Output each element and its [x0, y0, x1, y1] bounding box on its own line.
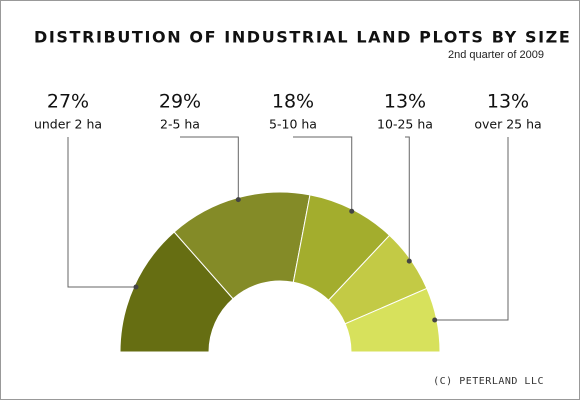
leader-dot — [349, 208, 355, 214]
leader-line — [180, 136, 239, 200]
leader-line — [405, 136, 410, 262]
category-label: 2-5 ha — [160, 117, 200, 132]
category-label: 5-10 ha — [269, 117, 317, 132]
value-label: 29% — [159, 91, 201, 113]
category-label: 10-25 ha — [377, 117, 433, 132]
value-label: 13% — [487, 91, 529, 113]
leader-line — [434, 137, 509, 321]
category-label: under 2 ha — [34, 117, 102, 132]
leader-dot — [235, 197, 241, 203]
slice — [344, 287, 441, 353]
leader-line — [67, 137, 136, 288]
leader-line — [293, 136, 353, 212]
chart-title: DISTRIBUTION OF INDUSTRIAL LAND PLOTS BY… — [34, 28, 571, 47]
value-label: 27% — [47, 91, 89, 113]
leader-dot — [432, 317, 438, 323]
footer: (C) PETERLAND LLC — [433, 376, 544, 387]
value-label: 18% — [272, 91, 314, 113]
value-label: 13% — [384, 91, 426, 113]
chart-subtitle: 2nd quarter of 2009 — [448, 49, 544, 61]
leader-dot — [133, 284, 139, 290]
category-label: over 25 ha — [474, 117, 541, 132]
leader-dot — [406, 258, 412, 264]
